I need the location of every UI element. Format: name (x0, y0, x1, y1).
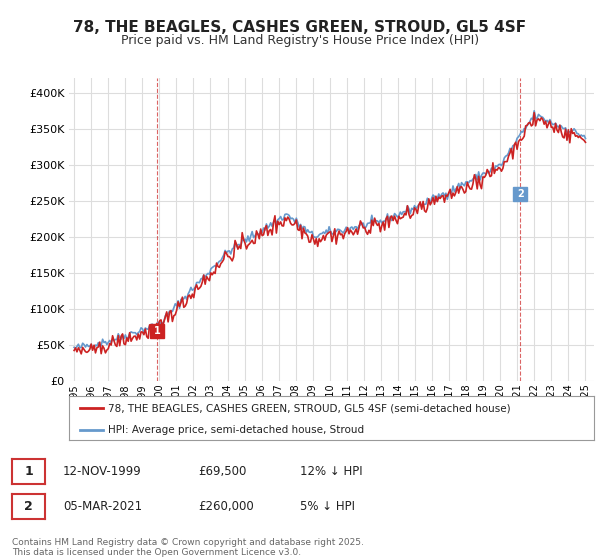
Text: 78, THE BEAGLES, CASHES GREEN, STROUD, GL5 4SF: 78, THE BEAGLES, CASHES GREEN, STROUD, G… (73, 20, 527, 35)
Text: 1: 1 (24, 465, 33, 478)
Text: £260,000: £260,000 (198, 500, 254, 514)
Text: 2: 2 (517, 189, 524, 199)
Text: 1: 1 (154, 326, 160, 336)
Text: £69,500: £69,500 (198, 465, 247, 478)
Text: 12-NOV-1999: 12-NOV-1999 (63, 465, 142, 478)
Text: HPI: Average price, semi-detached house, Stroud: HPI: Average price, semi-detached house,… (109, 425, 365, 435)
Text: 05-MAR-2021: 05-MAR-2021 (63, 500, 142, 514)
Text: 5% ↓ HPI: 5% ↓ HPI (300, 500, 355, 514)
Text: Price paid vs. HM Land Registry's House Price Index (HPI): Price paid vs. HM Land Registry's House … (121, 34, 479, 46)
Text: Contains HM Land Registry data © Crown copyright and database right 2025.
This d: Contains HM Land Registry data © Crown c… (12, 538, 364, 557)
Text: 12% ↓ HPI: 12% ↓ HPI (300, 465, 362, 478)
Text: 78, THE BEAGLES, CASHES GREEN, STROUD, GL5 4SF (semi-detached house): 78, THE BEAGLES, CASHES GREEN, STROUD, G… (109, 403, 511, 413)
Text: 2: 2 (24, 500, 33, 514)
